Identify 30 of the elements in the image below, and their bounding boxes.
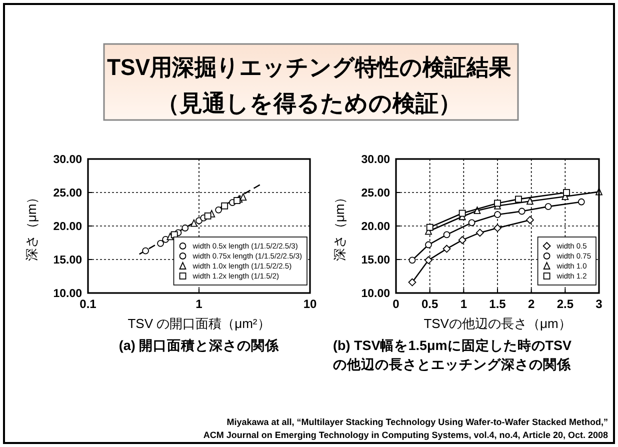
- x-tick-label: 2: [528, 297, 535, 311]
- x-tick-label: 3: [596, 297, 603, 311]
- y-tick-label: 10.00: [53, 288, 82, 300]
- y-tick-label: 25.00: [53, 188, 82, 200]
- y-tick-label: 30.00: [53, 154, 82, 166]
- text: TSV用深掘りエッチング特性の検証結果: [107, 54, 527, 80]
- text: Miyakawa at all, “Multilayer Stacking Technology Using Wafer-to-Wafer Stacked Method,”: [226, 417, 608, 427]
- text: （見通しを得るための検証）: [156, 90, 462, 116]
- x-tick-label: 0: [392, 297, 400, 311]
- x-tick-label: 10: [303, 297, 317, 311]
- x-axis-title: TSV の開口面積（μm²）: [128, 316, 270, 331]
- y-axis-title: 深さ（μm）: [24, 190, 39, 262]
- y-tick-label: 15.00: [361, 254, 390, 266]
- y-axis-title: 深さ（μm）: [332, 190, 347, 262]
- text: (b) TSV幅を1.5μmに固定した時のTSVの他辺の長さとエッチング深さの関係: [333, 337, 572, 372]
- x-tick-label: 1.5: [489, 297, 506, 311]
- y-tick-label: 20.00: [361, 221, 390, 233]
- x-tick-label: 2.5: [556, 297, 574, 311]
- text: ACM Journal on Emerging Technology in Computing Systems, vol.4, no.4, Article 20, Oct. 2008: [203, 430, 608, 440]
- x-axis-title: TSVの他辺の長さ（μm）: [424, 316, 572, 331]
- x-tick-label: 0.1: [80, 297, 97, 311]
- y-tick-label: 20.00: [53, 221, 82, 233]
- x-tick-label: 1: [196, 297, 203, 311]
- text: (a) 開口面積と深さの関係: [118, 338, 280, 353]
- y-tick-label: 30.00: [361, 154, 390, 166]
- x-tick-label: 0.5: [421, 297, 438, 311]
- y-tick-label: 10.00: [361, 288, 390, 300]
- y-tick-label: 15.00: [53, 254, 82, 266]
- x-tick-label: 1: [460, 297, 468, 311]
- y-tick-label: 25.00: [361, 188, 390, 200]
